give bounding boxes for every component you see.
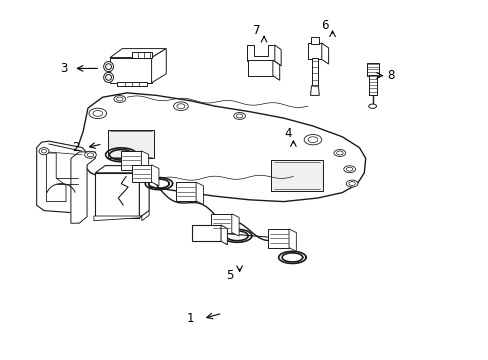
- Bar: [191, 225, 221, 241]
- Text: 2: 2: [72, 141, 80, 154]
- Text: 3: 3: [60, 62, 67, 75]
- Ellipse shape: [105, 64, 111, 69]
- Polygon shape: [272, 60, 279, 80]
- Polygon shape: [78, 93, 365, 202]
- Ellipse shape: [103, 72, 113, 82]
- Ellipse shape: [141, 174, 152, 181]
- Ellipse shape: [93, 111, 102, 116]
- Polygon shape: [366, 63, 378, 76]
- Ellipse shape: [114, 95, 125, 103]
- Ellipse shape: [233, 112, 245, 120]
- Polygon shape: [368, 75, 376, 95]
- Polygon shape: [107, 130, 154, 158]
- Polygon shape: [71, 152, 95, 223]
- Polygon shape: [139, 166, 149, 218]
- Text: 5: 5: [225, 269, 233, 282]
- Polygon shape: [94, 211, 149, 221]
- Ellipse shape: [41, 149, 46, 153]
- Polygon shape: [310, 86, 319, 95]
- Polygon shape: [310, 37, 318, 44]
- Polygon shape: [141, 151, 148, 173]
- Polygon shape: [246, 45, 274, 61]
- Ellipse shape: [116, 97, 123, 101]
- Bar: [121, 151, 141, 170]
- Ellipse shape: [343, 166, 355, 173]
- Polygon shape: [221, 225, 227, 245]
- Ellipse shape: [84, 151, 96, 158]
- Polygon shape: [307, 43, 321, 59]
- Polygon shape: [37, 141, 87, 213]
- Text: 6: 6: [321, 19, 328, 32]
- Ellipse shape: [39, 148, 49, 155]
- Ellipse shape: [103, 62, 113, 72]
- Ellipse shape: [348, 182, 355, 185]
- Polygon shape: [110, 49, 166, 58]
- Polygon shape: [132, 52, 151, 58]
- Polygon shape: [231, 214, 239, 236]
- Bar: [268, 229, 288, 248]
- Polygon shape: [151, 165, 159, 186]
- Bar: [132, 165, 151, 182]
- Polygon shape: [311, 58, 317, 86]
- Polygon shape: [117, 82, 146, 86]
- Polygon shape: [288, 229, 296, 251]
- Ellipse shape: [89, 108, 106, 118]
- Polygon shape: [274, 45, 281, 66]
- Ellipse shape: [333, 149, 345, 157]
- Polygon shape: [271, 160, 322, 191]
- Ellipse shape: [177, 104, 184, 109]
- Bar: [95, 173, 139, 218]
- Ellipse shape: [336, 151, 343, 155]
- Ellipse shape: [236, 114, 243, 118]
- Ellipse shape: [368, 104, 376, 108]
- Polygon shape: [46, 153, 66, 202]
- Polygon shape: [95, 166, 149, 173]
- Ellipse shape: [304, 135, 321, 145]
- Text: 4: 4: [284, 127, 292, 140]
- Ellipse shape: [307, 137, 317, 143]
- Ellipse shape: [87, 153, 94, 157]
- Polygon shape: [110, 58, 151, 83]
- Polygon shape: [196, 182, 203, 204]
- Text: 1: 1: [186, 312, 194, 325]
- Bar: [175, 182, 196, 201]
- Text: 7: 7: [252, 24, 260, 37]
- Ellipse shape: [173, 102, 188, 111]
- Text: 8: 8: [386, 69, 394, 82]
- Polygon shape: [248, 60, 272, 76]
- Ellipse shape: [105, 75, 111, 80]
- Ellipse shape: [346, 180, 357, 187]
- Ellipse shape: [143, 175, 150, 179]
- Ellipse shape: [346, 167, 352, 171]
- Polygon shape: [151, 49, 166, 83]
- Bar: [211, 214, 231, 233]
- Polygon shape: [321, 43, 328, 64]
